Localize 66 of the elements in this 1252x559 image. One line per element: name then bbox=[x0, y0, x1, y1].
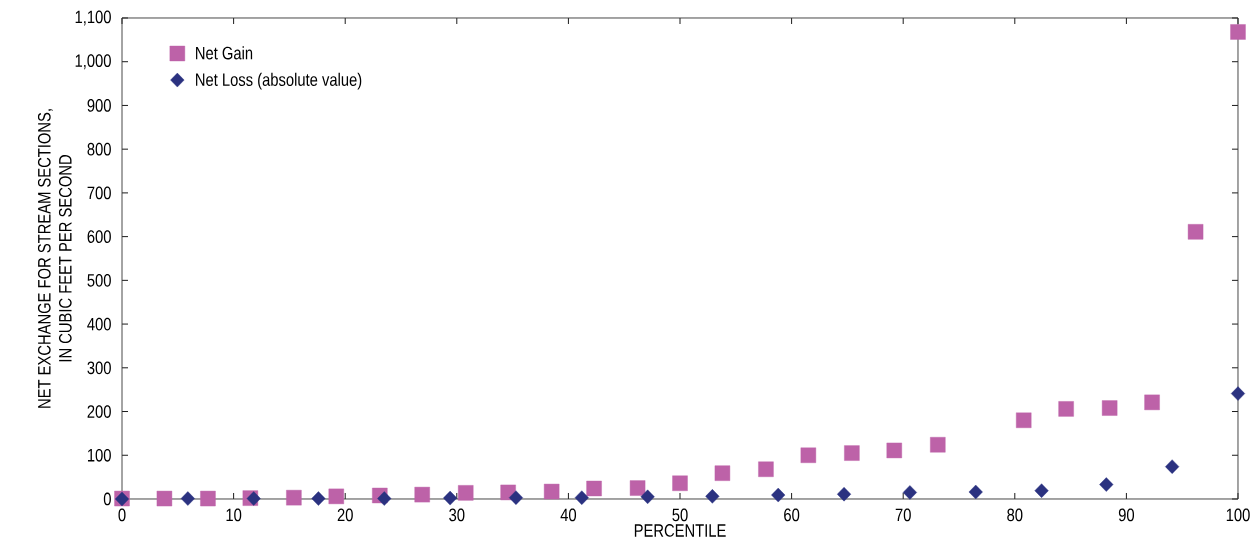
point bbox=[1034, 483, 1049, 498]
point bbox=[902, 485, 917, 500]
point bbox=[377, 491, 392, 506]
point bbox=[180, 491, 195, 506]
y-tick-label: 300 bbox=[87, 361, 111, 375]
point bbox=[714, 465, 731, 481]
point bbox=[574, 490, 589, 505]
y-tick-label: 600 bbox=[87, 230, 111, 243]
point bbox=[1016, 412, 1032, 428]
x-tick-label: 70 bbox=[895, 508, 911, 522]
point bbox=[443, 490, 458, 506]
point bbox=[328, 488, 344, 505]
point bbox=[968, 484, 983, 500]
point bbox=[586, 480, 602, 497]
legend-label: Net Gain bbox=[196, 46, 253, 60]
y-tick-label: 1,100 bbox=[75, 10, 111, 26]
y-tick-label: 100 bbox=[87, 448, 111, 462]
x-tick-label: 80 bbox=[1007, 508, 1023, 522]
point bbox=[508, 490, 523, 505]
x-tick-label: 0 bbox=[118, 508, 126, 522]
point bbox=[458, 485, 474, 501]
point bbox=[311, 491, 326, 506]
point bbox=[286, 489, 302, 506]
x-tick-label: 20 bbox=[337, 508, 353, 522]
point bbox=[200, 490, 216, 507]
point bbox=[640, 489, 655, 504]
x-tick-label: 30 bbox=[449, 508, 465, 522]
x-tick-label: 40 bbox=[560, 508, 577, 522]
y-tick-label: 0 bbox=[103, 492, 111, 506]
y-tick-label: 200 bbox=[87, 405, 111, 418]
y-tick-label: 700 bbox=[87, 186, 111, 200]
y-tick-label: 500 bbox=[87, 273, 111, 287]
y-tick-label: 900 bbox=[87, 99, 111, 112]
point bbox=[758, 461, 774, 477]
point bbox=[1099, 477, 1114, 492]
x-axis-title: PERCENTILE bbox=[634, 524, 726, 537]
x-tick-label: 90 bbox=[1118, 508, 1135, 522]
point bbox=[246, 491, 261, 506]
y-axis-title: NET EXCHANGE FOR STREAM SECTIONS, IN CUBIC FEET PER SECOND bbox=[37, 109, 72, 408]
y-tick-label: 1,000 bbox=[75, 54, 111, 70]
point bbox=[414, 486, 430, 503]
legend-label: Net Loss (absolute value) bbox=[196, 72, 362, 90]
x-tick-label: 100 bbox=[1226, 508, 1250, 522]
point bbox=[1230, 24, 1246, 40]
point bbox=[771, 487, 786, 503]
point bbox=[1058, 401, 1074, 417]
point bbox=[1187, 224, 1204, 240]
x-tick-label: 50 bbox=[672, 508, 688, 522]
x-tick-label: 10 bbox=[226, 508, 242, 522]
point bbox=[1230, 386, 1246, 401]
point bbox=[705, 489, 720, 504]
point bbox=[629, 480, 646, 496]
point bbox=[1101, 400, 1118, 416]
point bbox=[844, 445, 860, 461]
point bbox=[156, 490, 173, 507]
point bbox=[1144, 394, 1160, 411]
point bbox=[837, 486, 852, 502]
point bbox=[886, 442, 902, 459]
point bbox=[1165, 459, 1180, 474]
point bbox=[543, 483, 560, 500]
point bbox=[800, 447, 817, 463]
point bbox=[672, 475, 688, 491]
x-tick-label: 60 bbox=[784, 508, 800, 522]
point bbox=[930, 437, 946, 453]
y-tick-label: 400 bbox=[87, 317, 111, 331]
y-tick-label: 800 bbox=[87, 142, 111, 156]
